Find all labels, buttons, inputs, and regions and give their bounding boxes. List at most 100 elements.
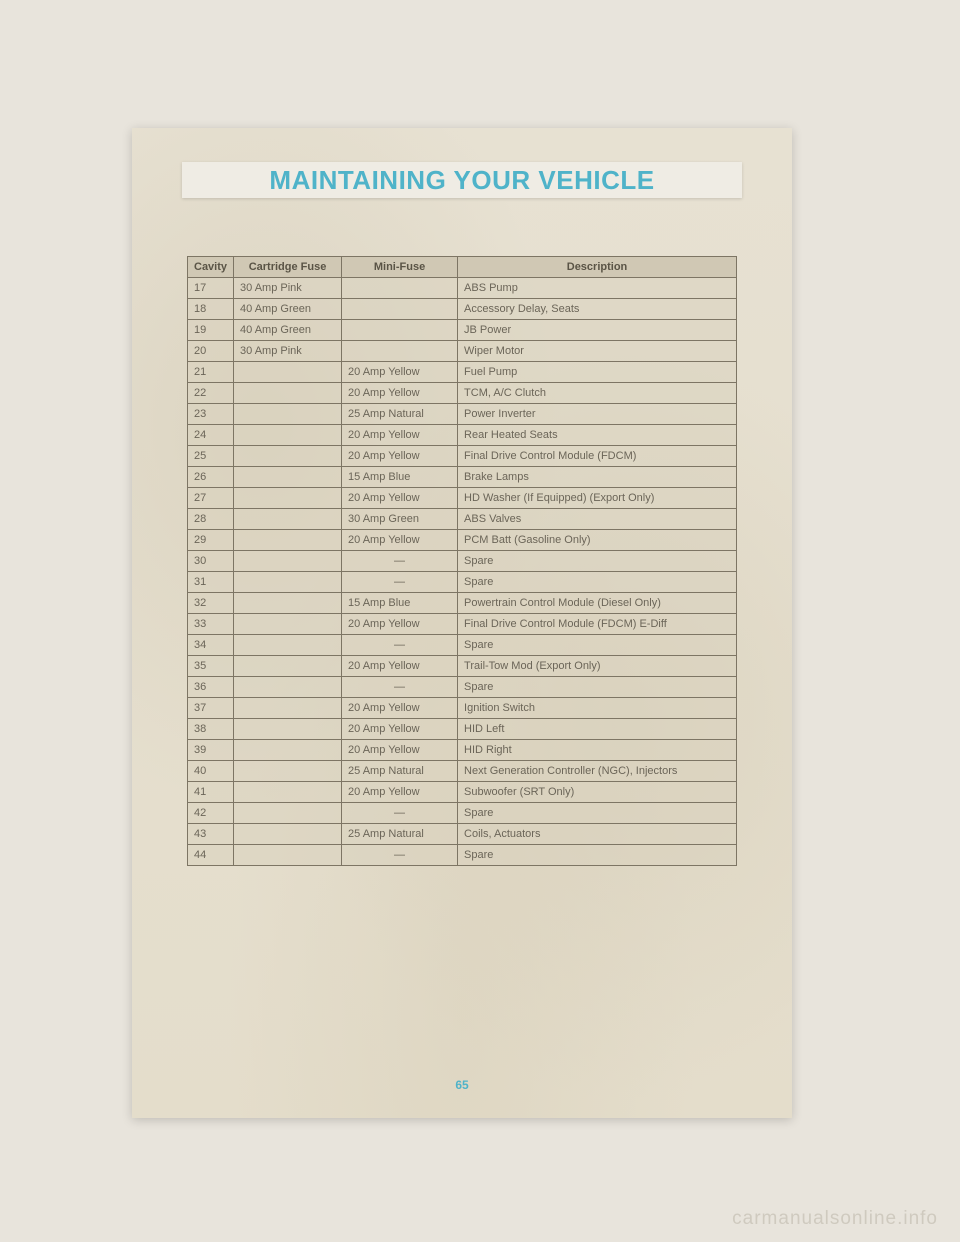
cell-cavity: 20: [188, 341, 234, 362]
cell-description: Ignition Switch: [458, 698, 737, 719]
cell-cavity: 40: [188, 761, 234, 782]
cell-cavity: 37: [188, 698, 234, 719]
cell-cavity: 29: [188, 530, 234, 551]
cell-mini: 25 Amp Natural: [342, 824, 458, 845]
cell-mini: 20 Amp Yellow: [342, 740, 458, 761]
cell-mini: —: [342, 551, 458, 572]
cell-description: Accessory Delay, Seats: [458, 299, 737, 320]
cell-cavity: 19: [188, 320, 234, 341]
table-row: 42—Spare: [188, 803, 737, 824]
table-row: 3215 Amp BluePowertrain Control Module (…: [188, 593, 737, 614]
table-row: 2520 Amp YellowFinal Drive Control Modul…: [188, 446, 737, 467]
cell-cavity: 26: [188, 467, 234, 488]
table-row: 1940 Amp GreenJB Power: [188, 320, 737, 341]
cell-cartridge: 30 Amp Pink: [234, 278, 342, 299]
cell-mini: 20 Amp Yellow: [342, 446, 458, 467]
cell-description: Spare: [458, 572, 737, 593]
fuse-table-wrap: Cavity Cartridge Fuse Mini-Fuse Descript…: [187, 256, 737, 866]
cell-cartridge: [234, 551, 342, 572]
cell-cartridge: [234, 383, 342, 404]
cell-cartridge: [234, 509, 342, 530]
cell-cavity: 24: [188, 425, 234, 446]
cell-mini: [342, 341, 458, 362]
table-row: 2420 Amp YellowRear Heated Seats: [188, 425, 737, 446]
cell-mini: —: [342, 845, 458, 866]
table-row: 36—Spare: [188, 677, 737, 698]
cell-cavity: 32: [188, 593, 234, 614]
table-row: 4120 Amp YellowSubwoofer (SRT Only): [188, 782, 737, 803]
col-cavity: Cavity: [188, 257, 234, 278]
cell-cartridge: [234, 698, 342, 719]
manual-page: MAINTAINING YOUR VEHICLE Cavity Cartridg…: [132, 128, 792, 1118]
cell-cavity: 22: [188, 383, 234, 404]
cell-description: Brake Lamps: [458, 467, 737, 488]
table-row: 43 25 Amp NaturalCoils, Actuators: [188, 824, 737, 845]
cell-description: Wiper Motor: [458, 341, 737, 362]
cell-cartridge: [234, 614, 342, 635]
cell-mini: 20 Amp Yellow: [342, 362, 458, 383]
cell-cavity: 23: [188, 404, 234, 425]
cell-cavity: 31: [188, 572, 234, 593]
cell-description: Coils, Actuators: [458, 824, 737, 845]
table-header-row: Cavity Cartridge Fuse Mini-Fuse Descript…: [188, 257, 737, 278]
title-strip: MAINTAINING YOUR VEHICLE: [182, 162, 742, 198]
cell-description: PCM Batt (Gasoline Only): [458, 530, 737, 551]
cell-mini: 20 Amp Yellow: [342, 530, 458, 551]
table-body: 1730 Amp PinkABS Pump1840 Amp Green Acces…: [188, 278, 737, 866]
cell-description: Power Inverter: [458, 404, 737, 425]
cell-description: Fuel Pump: [458, 362, 737, 383]
cell-cartridge: [234, 761, 342, 782]
page-number: 65: [455, 1078, 468, 1092]
table-row: 44—Spare: [188, 845, 737, 866]
cell-cartridge: [234, 425, 342, 446]
cell-mini: —: [342, 677, 458, 698]
cell-mini: 20 Amp Yellow: [342, 719, 458, 740]
cell-cartridge: [234, 404, 342, 425]
table-row: 29 20 Amp YellowPCM Batt (Gasoline Only): [188, 530, 737, 551]
cell-cartridge: 40 Amp Green: [234, 299, 342, 320]
table-row: 1730 Amp PinkABS Pump: [188, 278, 737, 299]
table-row: 30—Spare: [188, 551, 737, 572]
table-row: 26 15 Amp BlueBrake Lamps: [188, 467, 737, 488]
cell-cavity: 21: [188, 362, 234, 383]
cell-mini: 15 Amp Blue: [342, 467, 458, 488]
cell-cavity: 33: [188, 614, 234, 635]
cell-mini: [342, 278, 458, 299]
cell-description: Subwoofer (SRT Only): [458, 782, 737, 803]
cell-cavity: 43: [188, 824, 234, 845]
cell-cartridge: [234, 824, 342, 845]
cell-description: ABS Valves: [458, 509, 737, 530]
cell-mini: 30 Amp Green: [342, 509, 458, 530]
cell-description: HID Right: [458, 740, 737, 761]
cell-cartridge: [234, 572, 342, 593]
cell-mini: [342, 320, 458, 341]
cell-cartridge: [234, 803, 342, 824]
cell-cartridge: [234, 530, 342, 551]
cell-cavity: 18: [188, 299, 234, 320]
cell-mini: [342, 299, 458, 320]
cell-description: Next Generation Controller (NGC), Inject…: [458, 761, 737, 782]
watermark-text: carmanualsonline.info: [732, 1208, 938, 1230]
cell-cartridge: [234, 446, 342, 467]
table-row: 1840 Amp Green Accessory Delay, Seats: [188, 299, 737, 320]
table-row: 31 —Spare: [188, 572, 737, 593]
cell-description: Trail-Tow Mod (Export Only): [458, 656, 737, 677]
cell-cartridge: [234, 467, 342, 488]
cell-cavity: 35: [188, 656, 234, 677]
cell-description: Powertrain Control Module (Diesel Only): [458, 593, 737, 614]
cell-cavity: 30: [188, 551, 234, 572]
cell-mini: 20 Amp Yellow: [342, 488, 458, 509]
cell-cavity: 36: [188, 677, 234, 698]
cell-description: Spare: [458, 635, 737, 656]
cell-mini: 20 Amp Yellow: [342, 425, 458, 446]
cell-mini: 25 Amp Natural: [342, 404, 458, 425]
cell-cartridge: [234, 593, 342, 614]
table-row: 4025 Amp NaturalNext Generation Controll…: [188, 761, 737, 782]
cell-cartridge: 30 Amp Pink: [234, 341, 342, 362]
cell-cavity: 41: [188, 782, 234, 803]
table-row: 3920 Amp YellowHID Right: [188, 740, 737, 761]
cell-description: Final Drive Control Module (FDCM) E-Diff: [458, 614, 737, 635]
cell-description: TCM, A/C Clutch: [458, 383, 737, 404]
cell-mini: —: [342, 572, 458, 593]
cell-mini: 20 Amp Yellow: [342, 383, 458, 404]
